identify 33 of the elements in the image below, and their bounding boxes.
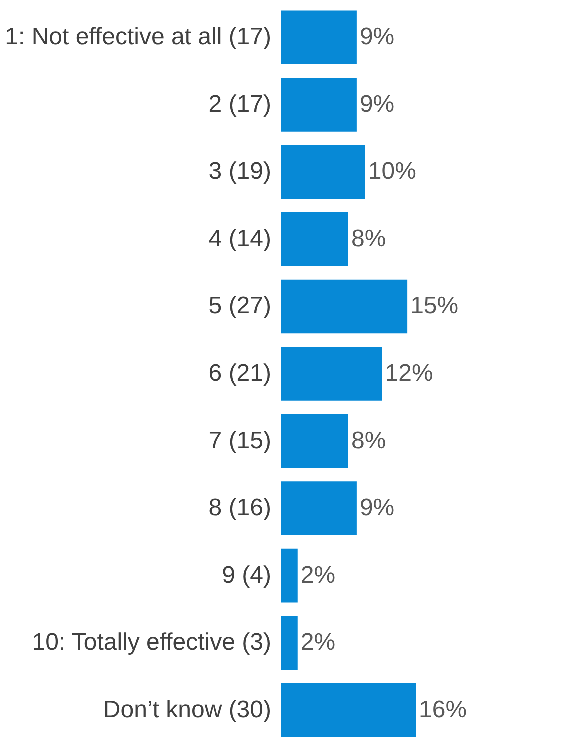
data-label: 8% [352, 225, 386, 252]
data-label: 16% [419, 696, 468, 724]
data-label: 8% [352, 427, 386, 454]
bar [281, 212, 348, 266]
y-tick-label: 10: Totally effective (3) [32, 629, 272, 656]
y-tick-label: Don’t know (30) [103, 696, 272, 724]
data-label: 2% [300, 562, 336, 589]
bar [281, 347, 382, 401]
bar [281, 548, 298, 603]
y-tick-label: 9 (4) [222, 562, 272, 589]
data-label: 10% [368, 158, 416, 186]
y-tick-label: 4 (14) [208, 225, 272, 252]
data-label: 2% [300, 629, 336, 656]
y-tick-label: 6 (21) [208, 360, 272, 387]
bar [281, 10, 357, 65]
data-label: 15% [410, 292, 459, 320]
bar [281, 482, 357, 536]
y-tick-label: 3 (19) [208, 158, 272, 186]
y-tick-label: 1: Not effective at all (17) [5, 24, 272, 51]
data-label: 9% [360, 90, 395, 118]
bar [281, 616, 298, 670]
data-label: 9% [360, 494, 395, 522]
y-tick-label: 7 (15) [208, 427, 272, 454]
data-label: 9% [360, 24, 395, 51]
bar [281, 78, 357, 132]
bar [281, 414, 348, 468]
data-label: 12% [385, 360, 434, 387]
bar [281, 683, 416, 738]
y-tick-label: 5 (27) [208, 292, 272, 320]
y-tick-label: 2 (17) [208, 90, 272, 118]
y-tick-label: 8 (16) [208, 494, 272, 522]
bar [281, 280, 408, 334]
bar [281, 145, 366, 200]
